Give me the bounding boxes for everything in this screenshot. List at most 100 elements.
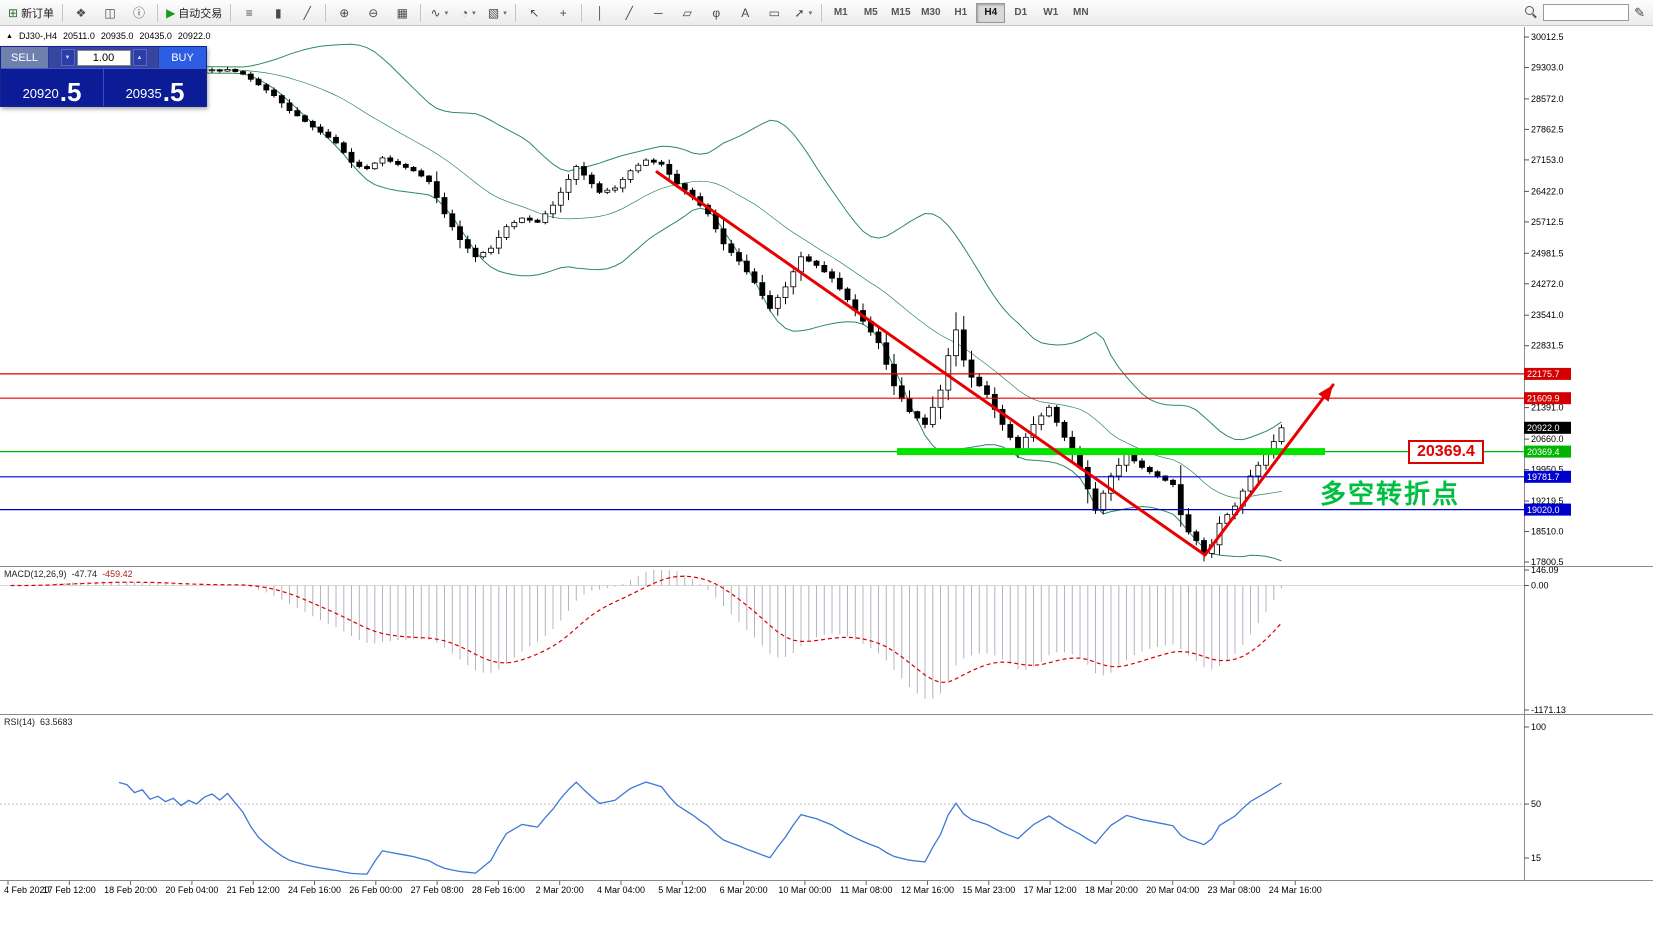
tile-icon: ▦ xyxy=(396,5,408,20)
buy-price-main: 20935 xyxy=(125,86,162,101)
svg-text:25712.5: 25712.5 xyxy=(1531,217,1564,227)
templates-icon: ▧ xyxy=(487,5,500,20)
zoom-out-icon: ⊖ xyxy=(368,5,379,20)
info-button[interactable]: ⓘ xyxy=(125,2,153,24)
macd-axis: 146.09 0.00 -1171.13 xyxy=(1524,565,1566,715)
svg-text:18510.0: 18510.0 xyxy=(1531,527,1564,537)
new-order-icon: ⊞ xyxy=(8,5,19,20)
svg-text:6 Mar 20:00: 6 Mar 20:00 xyxy=(720,885,768,895)
macd-histogram xyxy=(0,570,1524,699)
svg-text:20 Mar 04:00: 20 Mar 04:00 xyxy=(1146,885,1199,895)
bar-chart-icon: ≡ xyxy=(245,5,253,20)
svg-text:18 Feb 20:00: 18 Feb 20:00 xyxy=(104,885,157,895)
timeframe-h1[interactable]: H1 xyxy=(954,7,968,18)
buy-button[interactable]: BUY xyxy=(158,47,206,68)
svg-text:22831.5: 22831.5 xyxy=(1531,341,1564,351)
sell-price-button[interactable]: 20920 .5 xyxy=(1,69,104,106)
autotrade-icon: ▶ xyxy=(166,5,176,20)
fibo-button[interactable]: φ xyxy=(702,2,730,24)
profiles-button[interactable]: ◫ xyxy=(96,2,124,24)
crosshair-button[interactable]: + xyxy=(549,2,577,24)
volume-control: ▼ ▲ xyxy=(49,47,158,68)
timeframe-w1[interactable]: W1 xyxy=(1043,7,1059,18)
volume-increase-button[interactable]: ▲ xyxy=(132,49,147,66)
trendline-icon: ╱ xyxy=(625,5,633,20)
one-click-trade-panel: SELL ▼ ▲ BUY 20920 .5 20935 .5 xyxy=(0,46,207,107)
toolbar-separator xyxy=(157,3,159,22)
zoom-in-button[interactable]: ⊕ xyxy=(330,2,358,24)
ohlc-open: 20511.0 xyxy=(62,31,95,41)
cursor-icon: ↖ xyxy=(529,5,540,20)
pencil-icon[interactable]: ✎ xyxy=(1634,4,1645,20)
timeframe-mn[interactable]: MN xyxy=(1073,7,1089,18)
toolbar-separator xyxy=(581,3,583,22)
timeframe-m5[interactable]: M5 xyxy=(863,7,878,18)
timeframe-d1[interactable]: D1 xyxy=(1014,7,1028,18)
hline-button[interactable]: ─ xyxy=(644,2,672,24)
panel-separators xyxy=(0,27,1653,881)
macd-value-2: -459.42 xyxy=(102,569,133,579)
tile-button[interactable]: ▦ xyxy=(388,2,416,24)
vline-icon: │ xyxy=(596,5,605,20)
support-price-label[interactable]: 20369.4 xyxy=(1408,440,1484,464)
periods-icon: ◔ xyxy=(460,5,469,20)
arrows-button[interactable]: ➚ ▾ xyxy=(789,2,817,24)
toolbar-search-area: ✎ xyxy=(1525,4,1649,21)
volume-decrease-button[interactable]: ▼ xyxy=(60,49,75,66)
svg-text:20660.0: 20660.0 xyxy=(1531,434,1564,444)
vline-button[interactable]: │ xyxy=(586,2,614,24)
autotrade-button[interactable]: ▶ 自动交易 xyxy=(162,2,226,24)
pivot-annotation-text[interactable]: 多空转折点 xyxy=(1320,480,1461,510)
buy-price-frac: .5 xyxy=(162,77,185,107)
layers-icon: ❖ xyxy=(75,5,87,20)
layers-button[interactable]: ❖ xyxy=(67,2,95,24)
candle-chart-button[interactable]: ▮ xyxy=(264,2,292,24)
svg-text:17 Mar 12:00: 17 Mar 12:00 xyxy=(1024,885,1077,895)
svg-text:12 Mar 16:00: 12 Mar 16:00 xyxy=(901,885,954,895)
channel-button[interactable]: ▱ xyxy=(673,2,701,24)
zoom-in-icon: ⊕ xyxy=(339,5,350,20)
search-input[interactable] xyxy=(1543,4,1630,21)
cursor-button[interactable]: ↖ xyxy=(520,2,548,24)
trendline-button[interactable]: ╱ xyxy=(615,2,643,24)
trade-panel-prices: 20920 .5 20935 .5 xyxy=(1,68,206,106)
svg-text:5 Mar 12:00: 5 Mar 12:00 xyxy=(658,885,706,895)
svg-text:-1171.13: -1171.13 xyxy=(1531,705,1566,715)
svg-text:21609.9: 21609.9 xyxy=(1527,393,1560,403)
crosshair-icon: + xyxy=(559,5,567,20)
svg-text:4 Mar 04:00: 4 Mar 04:00 xyxy=(597,885,645,895)
svg-text:4 Feb 2020: 4 Feb 2020 xyxy=(4,885,50,895)
bar-chart-button[interactable]: ≡ xyxy=(235,2,263,24)
new-order-button[interactable]: ⊞ 新订单 xyxy=(4,2,58,24)
sell-button[interactable]: SELL xyxy=(1,47,49,68)
templates-button[interactable]: ▧ ▾ xyxy=(483,2,511,24)
candlesticks xyxy=(7,65,1285,562)
channel-icon: ▱ xyxy=(682,5,692,20)
svg-text:15 Mar 23:00: 15 Mar 23:00 xyxy=(962,885,1015,895)
timeframe-m30[interactable]: M30 xyxy=(921,7,941,18)
volume-input[interactable] xyxy=(76,49,131,66)
svg-text:20922.0: 20922.0 xyxy=(1527,423,1560,433)
arrows-icon: ➚ xyxy=(794,5,805,20)
indicators-button[interactable]: ∿ ▾ xyxy=(425,2,453,24)
ohlc-low: 20435.0 xyxy=(139,31,172,41)
chart-ohlc-header: ▲ DJ30-,H4 20511.0 20935.0 20435.0 20922… xyxy=(6,31,210,41)
svg-text:19950.5: 19950.5 xyxy=(1531,465,1564,475)
svg-text:29303.0: 29303.0 xyxy=(1531,63,1564,73)
timeframe-m15[interactable]: M15 xyxy=(891,7,911,18)
toolbar-separator xyxy=(325,3,327,22)
textlabel-button[interactable]: ▭ xyxy=(760,2,788,24)
rsi-axis: 100 50 15 xyxy=(1524,722,1546,863)
periods-button[interactable]: ◔ ▾ xyxy=(454,2,482,24)
zoom-out-button[interactable]: ⊖ xyxy=(359,2,387,24)
chart-symbol: DJ30-,H4 xyxy=(18,31,57,41)
svg-text:20 Feb 04:00: 20 Feb 04:00 xyxy=(165,885,218,895)
buy-price-button[interactable]: 20935 .5 xyxy=(104,69,206,106)
line-chart-button[interactable]: ╱ xyxy=(293,2,321,24)
hline-icon: ─ xyxy=(654,5,663,20)
timeframe-m1[interactable]: M1 xyxy=(833,7,848,18)
timeframe-h4[interactable]: H4 xyxy=(976,2,1006,23)
text-button[interactable]: A xyxy=(731,2,759,24)
